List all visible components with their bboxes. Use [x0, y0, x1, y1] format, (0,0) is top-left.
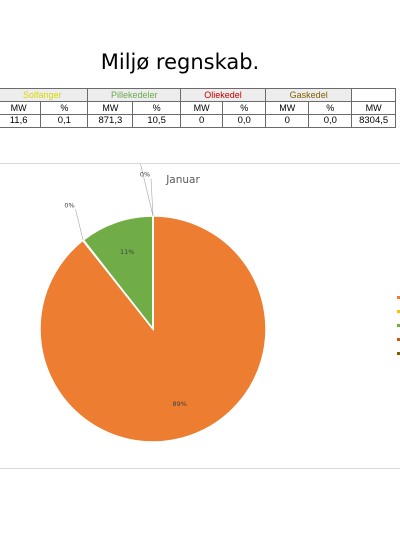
group-label: Pillekedeler: [110, 90, 158, 100]
legend-marker: [397, 338, 400, 341]
leader-line: [150, 178, 154, 217]
subheader-cell: MW: [0, 101, 42, 115]
data-cell: 8304,5: [351, 114, 396, 128]
group-header-total: [351, 88, 396, 102]
data-cell: 0,1: [40, 114, 89, 128]
legend-marker: [397, 324, 400, 327]
group-label: Gaskedel: [289, 90, 328, 100]
group-label: Solfanger: [22, 90, 62, 100]
subheader-cell: MW: [351, 101, 396, 115]
pie-chart: Januar 89%0%11%0%0%: [39, 164, 400, 443]
slice-label: 0%: [140, 170, 150, 178]
group-header-pillekedeler: Pillekedeler: [87, 88, 181, 102]
pie-slice[interactable]: [82, 215, 154, 332]
slice-label: 89%: [173, 400, 187, 408]
group-header-solfanger: Solfanger: [0, 88, 89, 102]
data-cell: 10,5: [132, 114, 181, 128]
subheader-cell: MW: [87, 101, 134, 115]
data-cell: 0: [265, 114, 310, 128]
subheader-cell: %: [222, 101, 267, 115]
leader-line: [75, 209, 84, 241]
data-cell: 11,6: [0, 114, 42, 128]
group-header-gaskedel: Gaskedel: [265, 88, 353, 102]
leader-line: [140, 164, 154, 217]
subheader-cell: MW: [265, 101, 310, 115]
subheader-cell: %: [132, 101, 181, 115]
data-cell: 871,3: [87, 114, 134, 128]
legend-marker: [397, 352, 400, 355]
data-cell: 0,0: [308, 114, 353, 128]
chart-title: Januar: [165, 174, 200, 186]
subheader-cell: %: [308, 101, 353, 115]
group-header-oliekedel: Oliekedel: [179, 88, 267, 102]
slice-label: 11%: [120, 248, 134, 256]
subheader-cell: %: [40, 101, 89, 115]
legend-marker: [397, 296, 400, 299]
slice-label: 0%: [64, 201, 74, 209]
legend-marker: [397, 310, 400, 313]
subheader-cell: MW: [179, 101, 224, 115]
group-label: Oliekedel: [204, 90, 242, 100]
data-cell: 0,0: [222, 114, 267, 128]
data-cell: 0: [179, 114, 224, 128]
page-title: Miljø regnskab.: [100, 50, 260, 74]
energy-table: Solfanger Pillekedeler Oliekedel Gaskede…: [0, 88, 396, 128]
pie-chart-panel[interactable]: Januar 89%0%11%0%0%: [0, 163, 400, 469]
